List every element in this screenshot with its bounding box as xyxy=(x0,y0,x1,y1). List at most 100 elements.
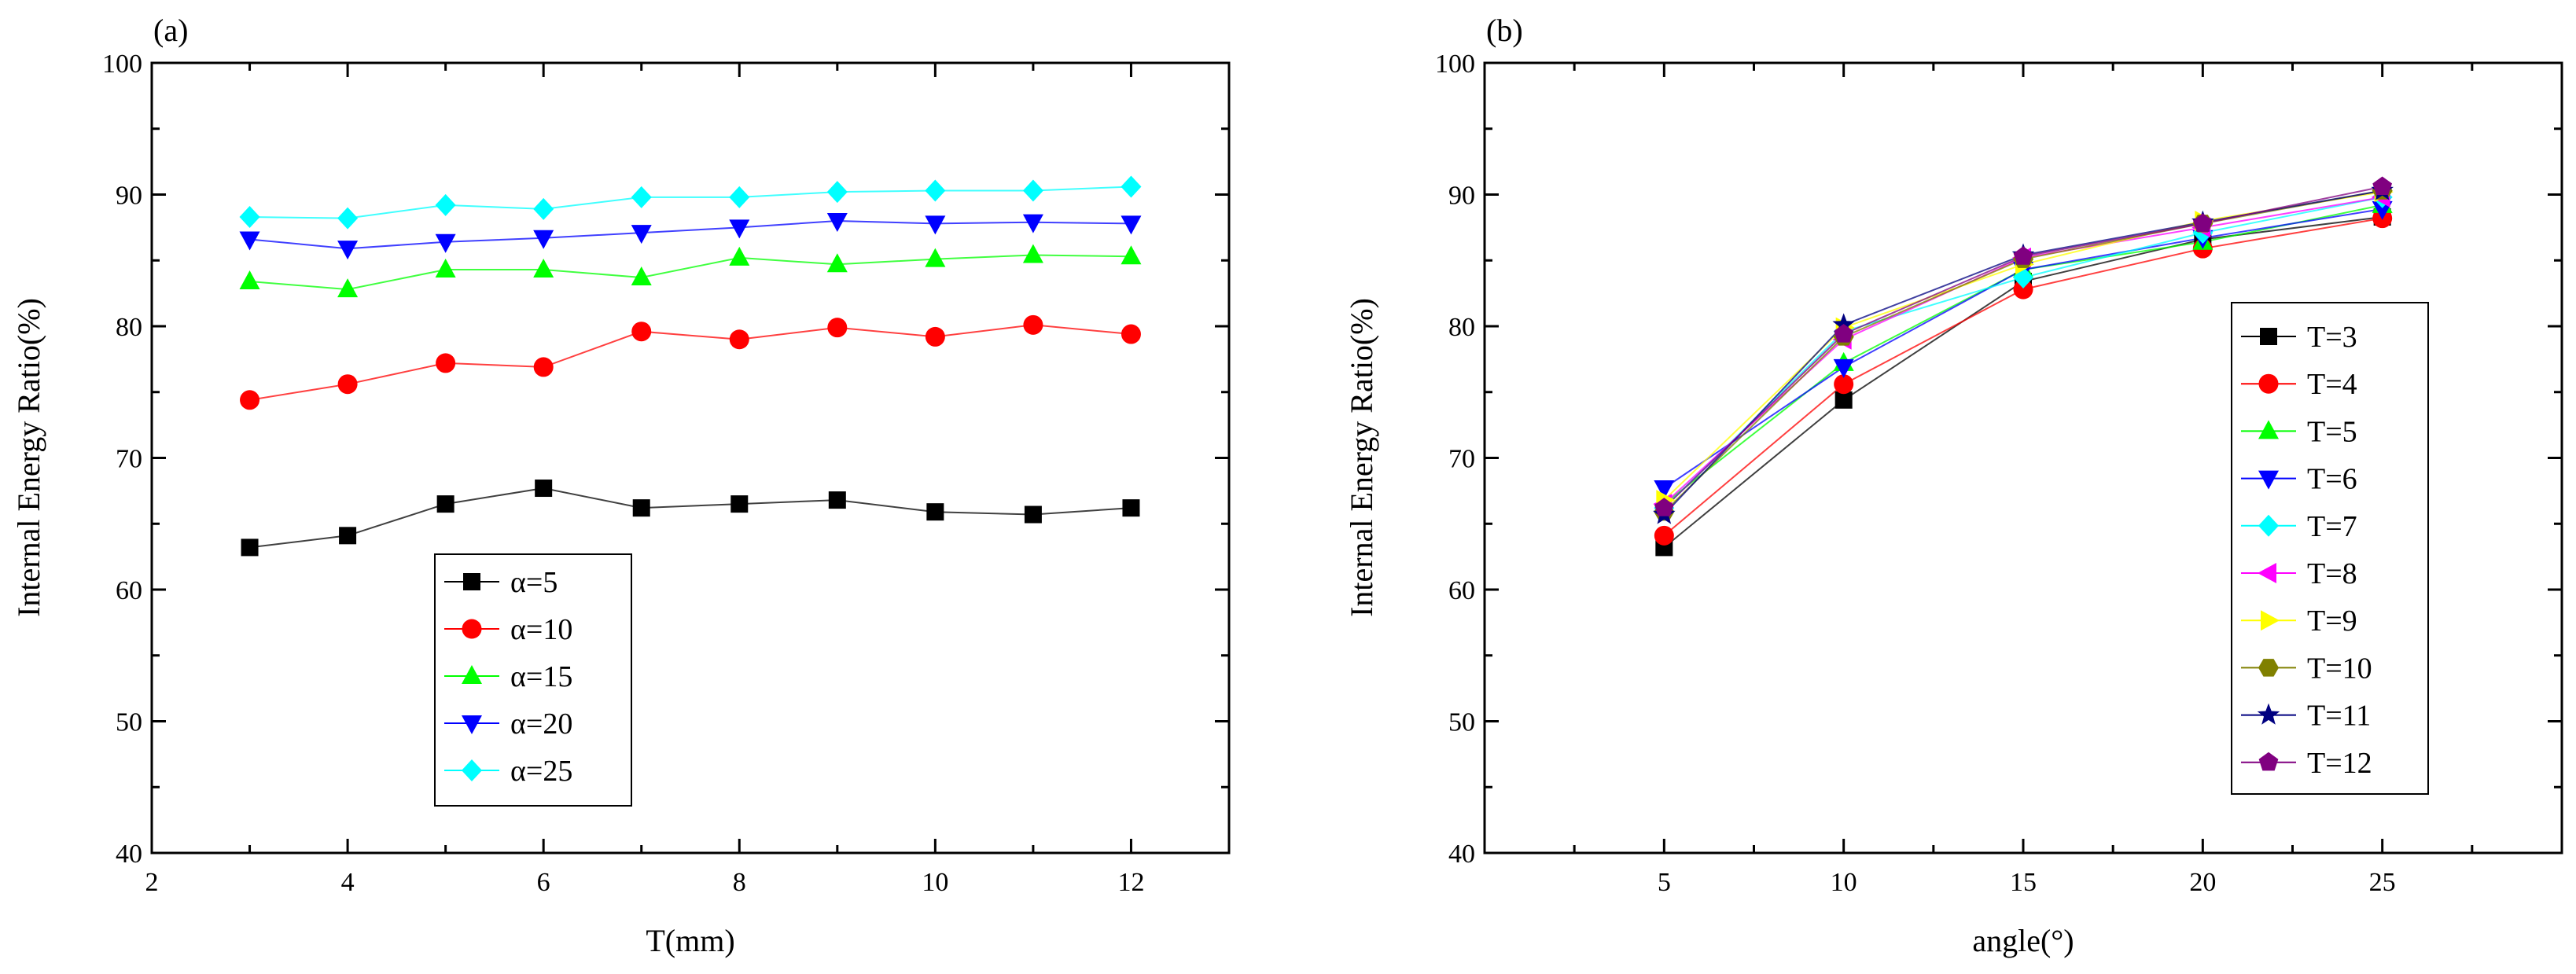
data-point xyxy=(925,248,946,267)
data-point xyxy=(533,230,554,249)
y-tick-label: 70 xyxy=(116,445,142,474)
legend-marker xyxy=(462,619,482,639)
data-point xyxy=(337,241,359,260)
legend-a: α=5 α=10 α=15 α=20 α=25 xyxy=(434,553,632,807)
legend-label: α=20 xyxy=(510,708,572,741)
data-point xyxy=(533,357,554,377)
x-tick-label: 10 xyxy=(1831,868,1857,897)
data-point xyxy=(925,215,946,235)
y-tick-label: 40 xyxy=(116,840,142,869)
data-point xyxy=(435,233,456,253)
series-line-15 xyxy=(249,254,1132,291)
data-point xyxy=(240,390,260,410)
legend-marker xyxy=(462,759,482,781)
x-axis-title-b: angle(°) xyxy=(1972,923,2074,958)
data-point xyxy=(337,207,359,230)
data-point xyxy=(241,538,259,557)
legend-marker xyxy=(2261,610,2280,631)
legend-label: T=9 xyxy=(2307,605,2357,638)
legend-marker xyxy=(462,715,482,734)
data-point xyxy=(1834,374,1854,395)
data-point xyxy=(1022,244,1043,263)
data-point xyxy=(435,258,456,277)
data-point xyxy=(1833,358,1854,378)
data-point xyxy=(729,246,750,266)
x-tick-label: 20 xyxy=(2189,868,2216,897)
legend-marker xyxy=(463,573,480,590)
data-point xyxy=(1022,179,1043,202)
panel-label-a: (a) xyxy=(153,13,188,48)
panel-a: (a) 2 4 6 8 10 12 40 50 60 70 80 90 100 T(mm) Intern… xyxy=(11,13,1231,958)
data-point xyxy=(1654,525,1674,546)
data-point xyxy=(631,266,652,286)
data-point xyxy=(631,225,652,244)
y-tick-label: 40 xyxy=(1448,840,1475,869)
data-point xyxy=(631,186,652,208)
y-tick-label: 70 xyxy=(1448,445,1475,474)
data-point xyxy=(1122,499,1140,517)
y-tick-label: 80 xyxy=(116,313,142,342)
y-tick-label: 90 xyxy=(1448,182,1475,211)
legend-b: T=3 T=4 T=5 T=6 T=7 T=8 T=9 T=10 T=11 T=12 xyxy=(2231,302,2429,795)
data-point xyxy=(533,197,554,220)
data-point xyxy=(1121,324,1141,344)
x-axis-title-a: T(mm) xyxy=(646,923,734,958)
data-point xyxy=(826,253,848,273)
data-point xyxy=(1024,505,1042,524)
data-point xyxy=(1834,391,1853,409)
data-point xyxy=(535,480,553,498)
y-tick-label: 90 xyxy=(116,182,142,211)
x-tick-label: 2 xyxy=(145,868,159,897)
data-point xyxy=(1832,313,1855,335)
data-point xyxy=(239,205,260,228)
legend-marker xyxy=(2258,659,2279,677)
data-point xyxy=(826,213,848,232)
y-tick-label: 60 xyxy=(116,576,142,605)
legend-marker xyxy=(2258,563,2276,583)
legend-label: T=3 xyxy=(2307,321,2357,354)
data-point xyxy=(631,322,652,342)
data-point xyxy=(926,503,944,521)
legend-label: T=5 xyxy=(2307,415,2357,448)
legend-label: α=25 xyxy=(510,755,572,788)
data-point xyxy=(1121,215,1142,235)
data-point xyxy=(1121,245,1142,265)
x-tick-label: 25 xyxy=(2369,868,2396,897)
y-tick-label: 100 xyxy=(102,50,142,79)
legend-label: T=6 xyxy=(2307,463,2357,496)
data-point xyxy=(1654,480,1675,500)
data-point xyxy=(337,278,359,298)
data-point xyxy=(2192,213,2213,232)
data-point xyxy=(828,491,846,509)
x-tick-label: 5 xyxy=(1658,868,1671,897)
data-point xyxy=(2013,279,2033,300)
legend-label: T=11 xyxy=(2307,700,2371,733)
x-tick-label: 4 xyxy=(341,868,355,897)
legend-label: T=12 xyxy=(2307,747,2372,780)
y-tick-label: 80 xyxy=(1448,313,1475,342)
legend-marker xyxy=(2257,703,2280,725)
legend-label: T=7 xyxy=(2307,510,2357,543)
data-point xyxy=(1654,498,1674,516)
data-point xyxy=(2013,246,2033,265)
data-point xyxy=(2372,176,2393,195)
data-point xyxy=(632,499,650,517)
x-tick-label: 12 xyxy=(1117,868,1144,897)
data-point xyxy=(533,258,554,277)
data-point xyxy=(729,329,749,350)
y-axis-title-a: Internal Energy Ratio(%) xyxy=(11,298,46,617)
data-point xyxy=(435,193,456,216)
data-point xyxy=(1121,175,1142,198)
data-point xyxy=(925,179,946,202)
data-point xyxy=(1022,214,1043,233)
data-point xyxy=(729,219,750,239)
data-point xyxy=(339,527,357,545)
y-tick-label: 100 xyxy=(1435,50,1475,79)
x-tick-label: 6 xyxy=(537,868,550,897)
x-tick-label: 10 xyxy=(922,868,948,897)
data-point xyxy=(827,318,848,338)
series-line-10 xyxy=(249,324,1132,401)
y-axis-title-b: Internal Energy Ratio(%) xyxy=(1344,298,1379,617)
legend-label: T=10 xyxy=(2307,652,2372,685)
